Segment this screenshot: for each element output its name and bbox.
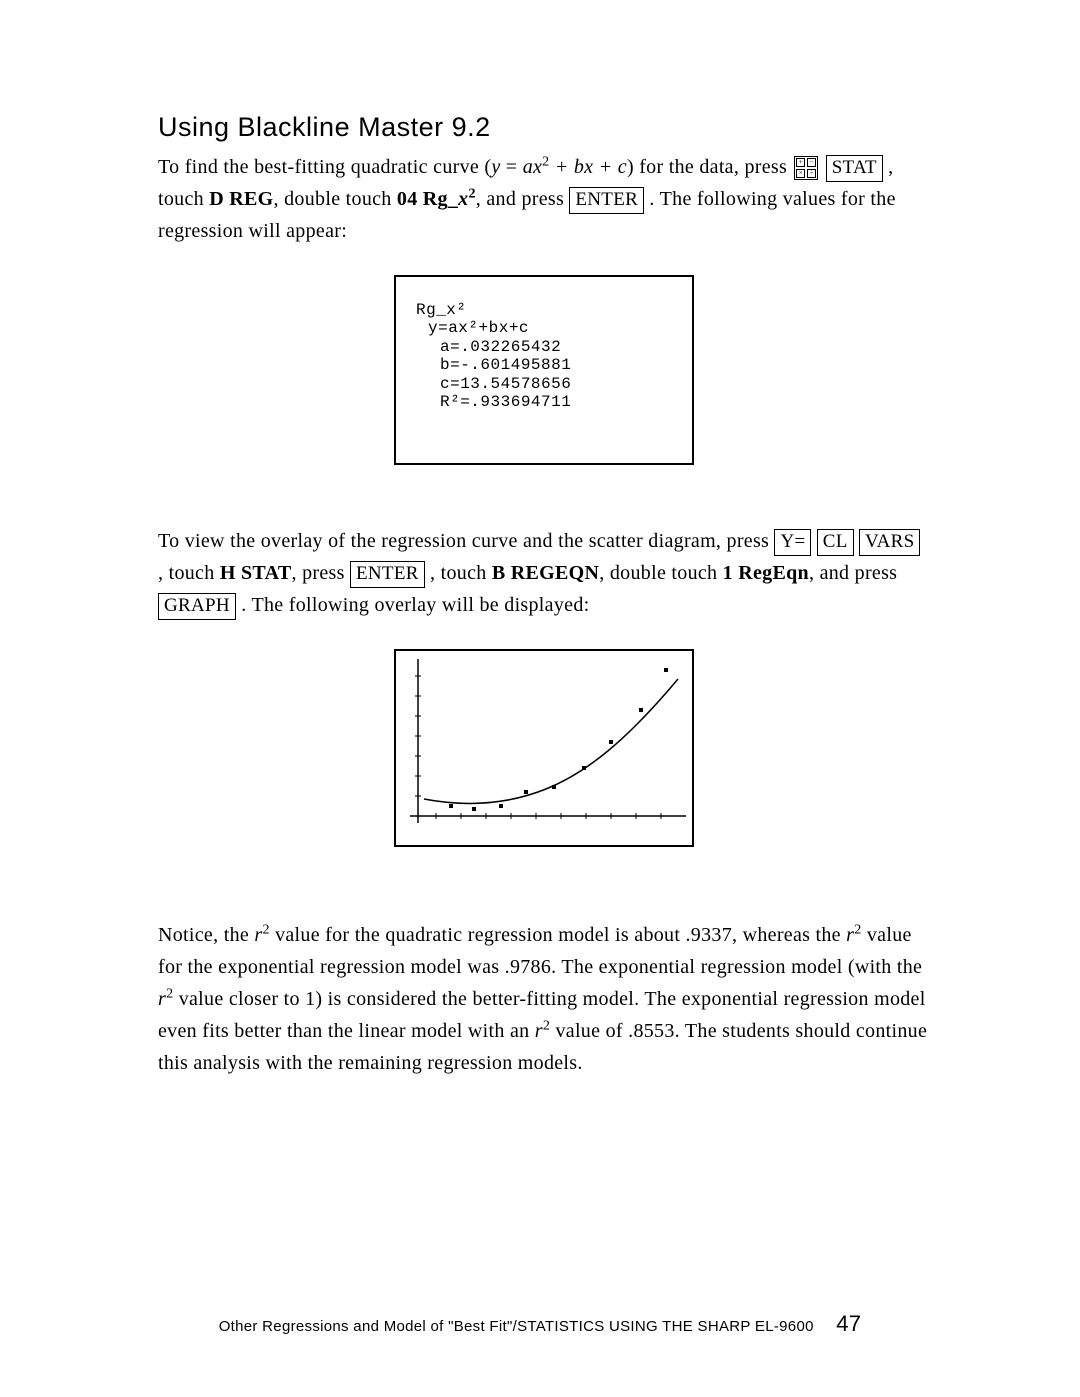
calculator-screen-graph (394, 649, 694, 847)
text: = (501, 156, 523, 178)
scatter-curve-plot (396, 651, 692, 845)
1-regeqn-label: 1 RegEqn (723, 562, 809, 584)
stat-key: STAT (826, 155, 883, 182)
text: , touch (158, 562, 220, 584)
text: , double touch (274, 188, 397, 210)
page-footer: Other Regressions and Model of "Best Fit… (0, 1311, 1080, 1337)
text: , and press (809, 562, 897, 584)
cl-key: CL (817, 529, 854, 556)
enter-key: ENTER (350, 561, 425, 588)
footer-text: Other Regressions and Model of "Best Fit… (219, 1318, 814, 1335)
math-icon-key: +−×÷ (794, 156, 818, 180)
b-regeqn-label: B REGEQN (492, 562, 599, 584)
screen-line: y=ax²+bx+c (416, 319, 672, 337)
x-italic: x (458, 188, 468, 210)
text: Notice, the (158, 924, 254, 946)
superscript: 2 (854, 922, 861, 937)
y-equals-key: Y= (774, 529, 811, 556)
text: , press (291, 562, 350, 584)
text: To view the overlay of the regression cu… (158, 530, 774, 552)
eq-y: y (491, 156, 500, 178)
graph-key: GRAPH (158, 593, 236, 620)
04-rg-label: 04 Rg_ (397, 188, 458, 210)
text: , double touch (599, 562, 722, 584)
paragraph-1: To find the best-fitting quadratic curve… (158, 151, 930, 247)
r-var: r (158, 988, 166, 1010)
screen-line: R²=.933694711 (416, 393, 672, 411)
section-heading: Using Blackline Master 9.2 (158, 112, 930, 143)
screen-line: c=13.54578656 (416, 375, 672, 393)
scatter-points (449, 668, 668, 811)
text: , and press (476, 188, 570, 210)
paragraph-3: Notice, the r 2 value for the quadratic r… (158, 919, 930, 1079)
screen-line: b=-.601495881 (416, 356, 672, 374)
eq-bxc: + bx + c (549, 156, 626, 178)
text: value for the quadratic regression model… (270, 924, 846, 946)
text: . The following overlay will be displaye… (236, 594, 590, 616)
text: ) for the data, press (627, 156, 792, 178)
calculator-screen-regression: Rg_x² y=ax²+bx+c a=.032265432 b=-.601495… (394, 275, 694, 465)
eq-ax: ax (523, 156, 542, 178)
paragraph-2: To view the overlay of the regression cu… (158, 525, 930, 621)
text: To find the best-fitting quadratic curve… (158, 156, 491, 178)
d-reg-label: D REG (209, 188, 273, 210)
superscript: 2 (262, 922, 269, 937)
r-var: r (535, 1020, 543, 1042)
vars-key: VARS (859, 529, 920, 556)
screen-line: a=.032265432 (416, 338, 672, 356)
superscript: 2 (468, 186, 475, 201)
text: , touch (425, 562, 492, 584)
page-number: 47 (836, 1311, 861, 1336)
screen-line: Rg_x² (416, 301, 672, 319)
regression-curve (424, 679, 678, 804)
enter-key: ENTER (569, 187, 644, 214)
h-stat-label: H STAT (220, 562, 292, 584)
